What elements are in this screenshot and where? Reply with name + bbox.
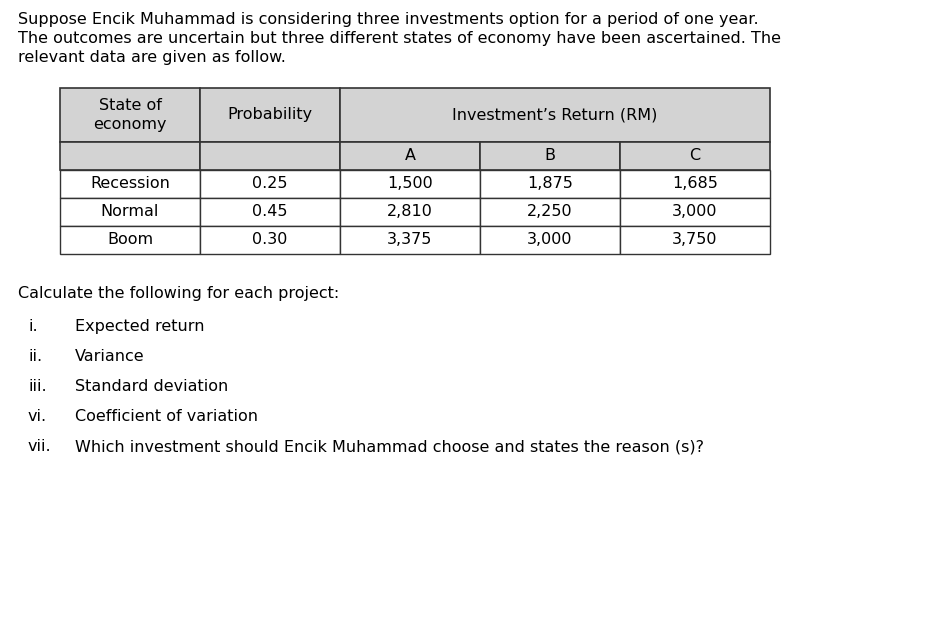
Bar — [340, 170, 480, 198]
Text: Boom: Boom — [106, 232, 153, 248]
Text: Expected return: Expected return — [75, 319, 205, 334]
Text: 1,500: 1,500 — [387, 177, 432, 192]
Text: C: C — [689, 149, 700, 163]
Bar — [480, 142, 620, 170]
Bar — [200, 170, 340, 198]
Text: Investment’s Return (RM): Investment’s Return (RM) — [452, 108, 658, 123]
Bar — [200, 226, 340, 254]
Text: 3,375: 3,375 — [388, 232, 432, 248]
Text: ii.: ii. — [28, 349, 42, 364]
Text: 0.30: 0.30 — [252, 232, 288, 248]
Text: relevant data are given as follow.: relevant data are given as follow. — [18, 50, 286, 65]
Text: Suppose Encik Muhammad is considering three investments option for a period of o: Suppose Encik Muhammad is considering th… — [18, 12, 758, 27]
Bar — [480, 226, 620, 254]
Bar — [340, 226, 480, 254]
Text: 1,875: 1,875 — [527, 177, 573, 192]
Bar — [620, 198, 770, 226]
Text: Calculate the following for each project:: Calculate the following for each project… — [18, 286, 339, 301]
Text: State of
economy: State of economy — [93, 97, 167, 132]
Text: 1,685: 1,685 — [672, 177, 718, 192]
Text: B: B — [545, 149, 556, 163]
Bar — [60, 88, 200, 142]
Text: Probability: Probability — [228, 108, 313, 123]
Text: The outcomes are uncertain but three different states of economy have been ascer: The outcomes are uncertain but three dif… — [18, 31, 781, 46]
Text: 3,750: 3,750 — [672, 232, 717, 248]
Bar — [60, 170, 200, 198]
Text: 3,000: 3,000 — [672, 204, 717, 220]
Bar — [480, 170, 620, 198]
Bar — [340, 198, 480, 226]
Bar — [620, 142, 770, 170]
Text: 2,810: 2,810 — [387, 204, 433, 220]
Bar — [340, 88, 770, 142]
Text: 3,000: 3,000 — [528, 232, 573, 248]
Text: Variance: Variance — [75, 349, 145, 364]
Bar — [480, 198, 620, 226]
Bar — [60, 142, 200, 170]
Bar — [60, 226, 200, 254]
Text: Recession: Recession — [90, 177, 170, 192]
Bar — [340, 142, 480, 170]
Text: vii.: vii. — [28, 439, 51, 454]
Text: Normal: Normal — [101, 204, 159, 220]
Text: Coefficient of variation: Coefficient of variation — [75, 409, 258, 424]
Bar — [60, 198, 200, 226]
Text: 0.45: 0.45 — [252, 204, 288, 220]
Text: 0.25: 0.25 — [252, 177, 288, 192]
Bar — [620, 226, 770, 254]
Text: A: A — [404, 149, 416, 163]
Bar — [200, 142, 340, 170]
Text: Standard deviation: Standard deviation — [75, 379, 228, 394]
Text: iii.: iii. — [28, 379, 47, 394]
Bar — [200, 198, 340, 226]
Text: vi.: vi. — [28, 409, 47, 424]
Bar — [200, 88, 340, 142]
Text: 2,250: 2,250 — [527, 204, 573, 220]
Text: i.: i. — [28, 319, 37, 334]
Text: Which investment should Encik Muhammad choose and states the reason (s)?: Which investment should Encik Muhammad c… — [75, 439, 704, 454]
Bar — [620, 170, 770, 198]
